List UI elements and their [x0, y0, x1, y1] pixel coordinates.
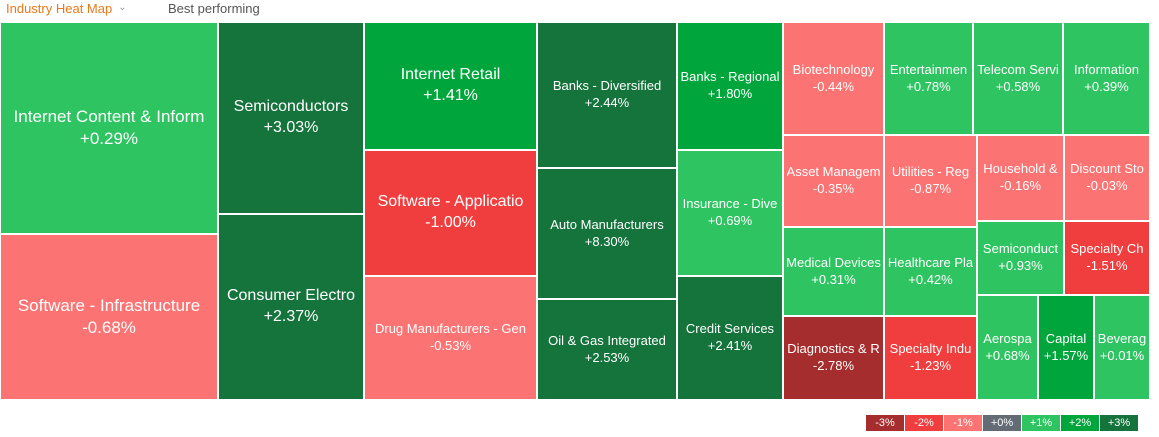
tile-auto-manufacturers[interactable]: Auto Manufacturers +8.30% [537, 168, 677, 299]
tile-utilities-regulated[interactable]: Utilities - Reg -0.87% [884, 135, 977, 227]
tile-oil-gas-integrated[interactable]: Oil & Gas Integrated +2.53% [537, 299, 677, 400]
tile-diagnostics-research[interactable]: Diagnostics & R -2.78% [783, 316, 884, 400]
legend-item: -1% [944, 415, 982, 431]
industry-heat-map-label: Industry Heat Map [6, 1, 113, 16]
legend-item: +3% [1100, 415, 1138, 431]
best-performing-tab[interactable]: Best performing [168, 1, 260, 16]
tile-telecom-services[interactable]: Telecom Servi +0.58% [973, 22, 1063, 135]
tile-healthcare-plans[interactable]: Healthcare Pla +0.42% [884, 227, 977, 316]
tile-banks-regional[interactable]: Banks - Regional +1.80% [677, 22, 783, 150]
tile-discount-stores[interactable]: Discount Sto -0.03% [1064, 135, 1150, 221]
tile-banks-diversified[interactable]: Banks - Diversified +2.44% [537, 22, 677, 168]
tile-beverages[interactable]: Beverag +0.01% [1094, 295, 1150, 400]
tile-asset-management[interactable]: Asset Managem -0.35% [783, 135, 884, 227]
tile-internet-retail[interactable]: Internet Retail +1.41% [364, 22, 537, 150]
tile-drug-manufacturers[interactable]: Drug Manufacturers - Gen -0.53% [364, 276, 537, 400]
heat-map: Internet Content & Inform +0.29% Software… [0, 22, 1159, 400]
legend-item: -3% [866, 415, 904, 431]
tile-internet-content[interactable]: Internet Content & Inform +0.29% [0, 22, 218, 234]
color-legend: -3% -2% -1% +0% +1% +2% +3% [866, 415, 1139, 431]
tile-semiconductor-equipment[interactable]: Semiconduct +0.93% [977, 221, 1064, 295]
tile-biotechnology[interactable]: Biotechnology -0.44% [783, 22, 884, 135]
tile-software-infrastructure[interactable]: Software - Infrastructure -0.68% [0, 234, 218, 400]
tile-credit-services[interactable]: Credit Services +2.41% [677, 276, 783, 400]
tile-entertainment[interactable]: Entertainmen +0.78% [884, 22, 973, 135]
chevron-down-icon[interactable]: ⌄ [118, 2, 127, 13]
legend-item: +0% [983, 415, 1021, 431]
tile-consumer-electronics[interactable]: Consumer Electro +2.37% [218, 214, 364, 400]
top-bar: Industry Heat Map ⌄ Best performing [0, 0, 1159, 20]
tile-household[interactable]: Household & -0.16% [977, 135, 1064, 221]
tile-semiconductors[interactable]: Semiconductors +3.03% [218, 22, 364, 214]
tile-specialty-chemicals[interactable]: Specialty Ch -1.51% [1064, 221, 1150, 295]
tile-insurance-diversified[interactable]: Insurance - Dive +0.69% [677, 150, 783, 276]
tile-information[interactable]: Information +0.39% [1063, 22, 1150, 135]
legend-item: +1% [1022, 415, 1060, 431]
tile-specialty-industrial[interactable]: Specialty Indu -1.23% [884, 316, 977, 400]
tile-medical-devices[interactable]: Medical Devices +0.31% [783, 227, 884, 316]
tile-capital-markets[interactable]: Capital +1.57% [1038, 295, 1094, 400]
legend-item: +2% [1061, 415, 1099, 431]
tile-software-application[interactable]: Software - Applicatio -1.00% [364, 150, 537, 276]
tile-aerospace[interactable]: Aerospa +0.68% [977, 295, 1038, 400]
industry-heat-map-tab[interactable]: Industry Heat Map ⌄ [6, 1, 127, 16]
legend-item: -2% [905, 415, 943, 431]
